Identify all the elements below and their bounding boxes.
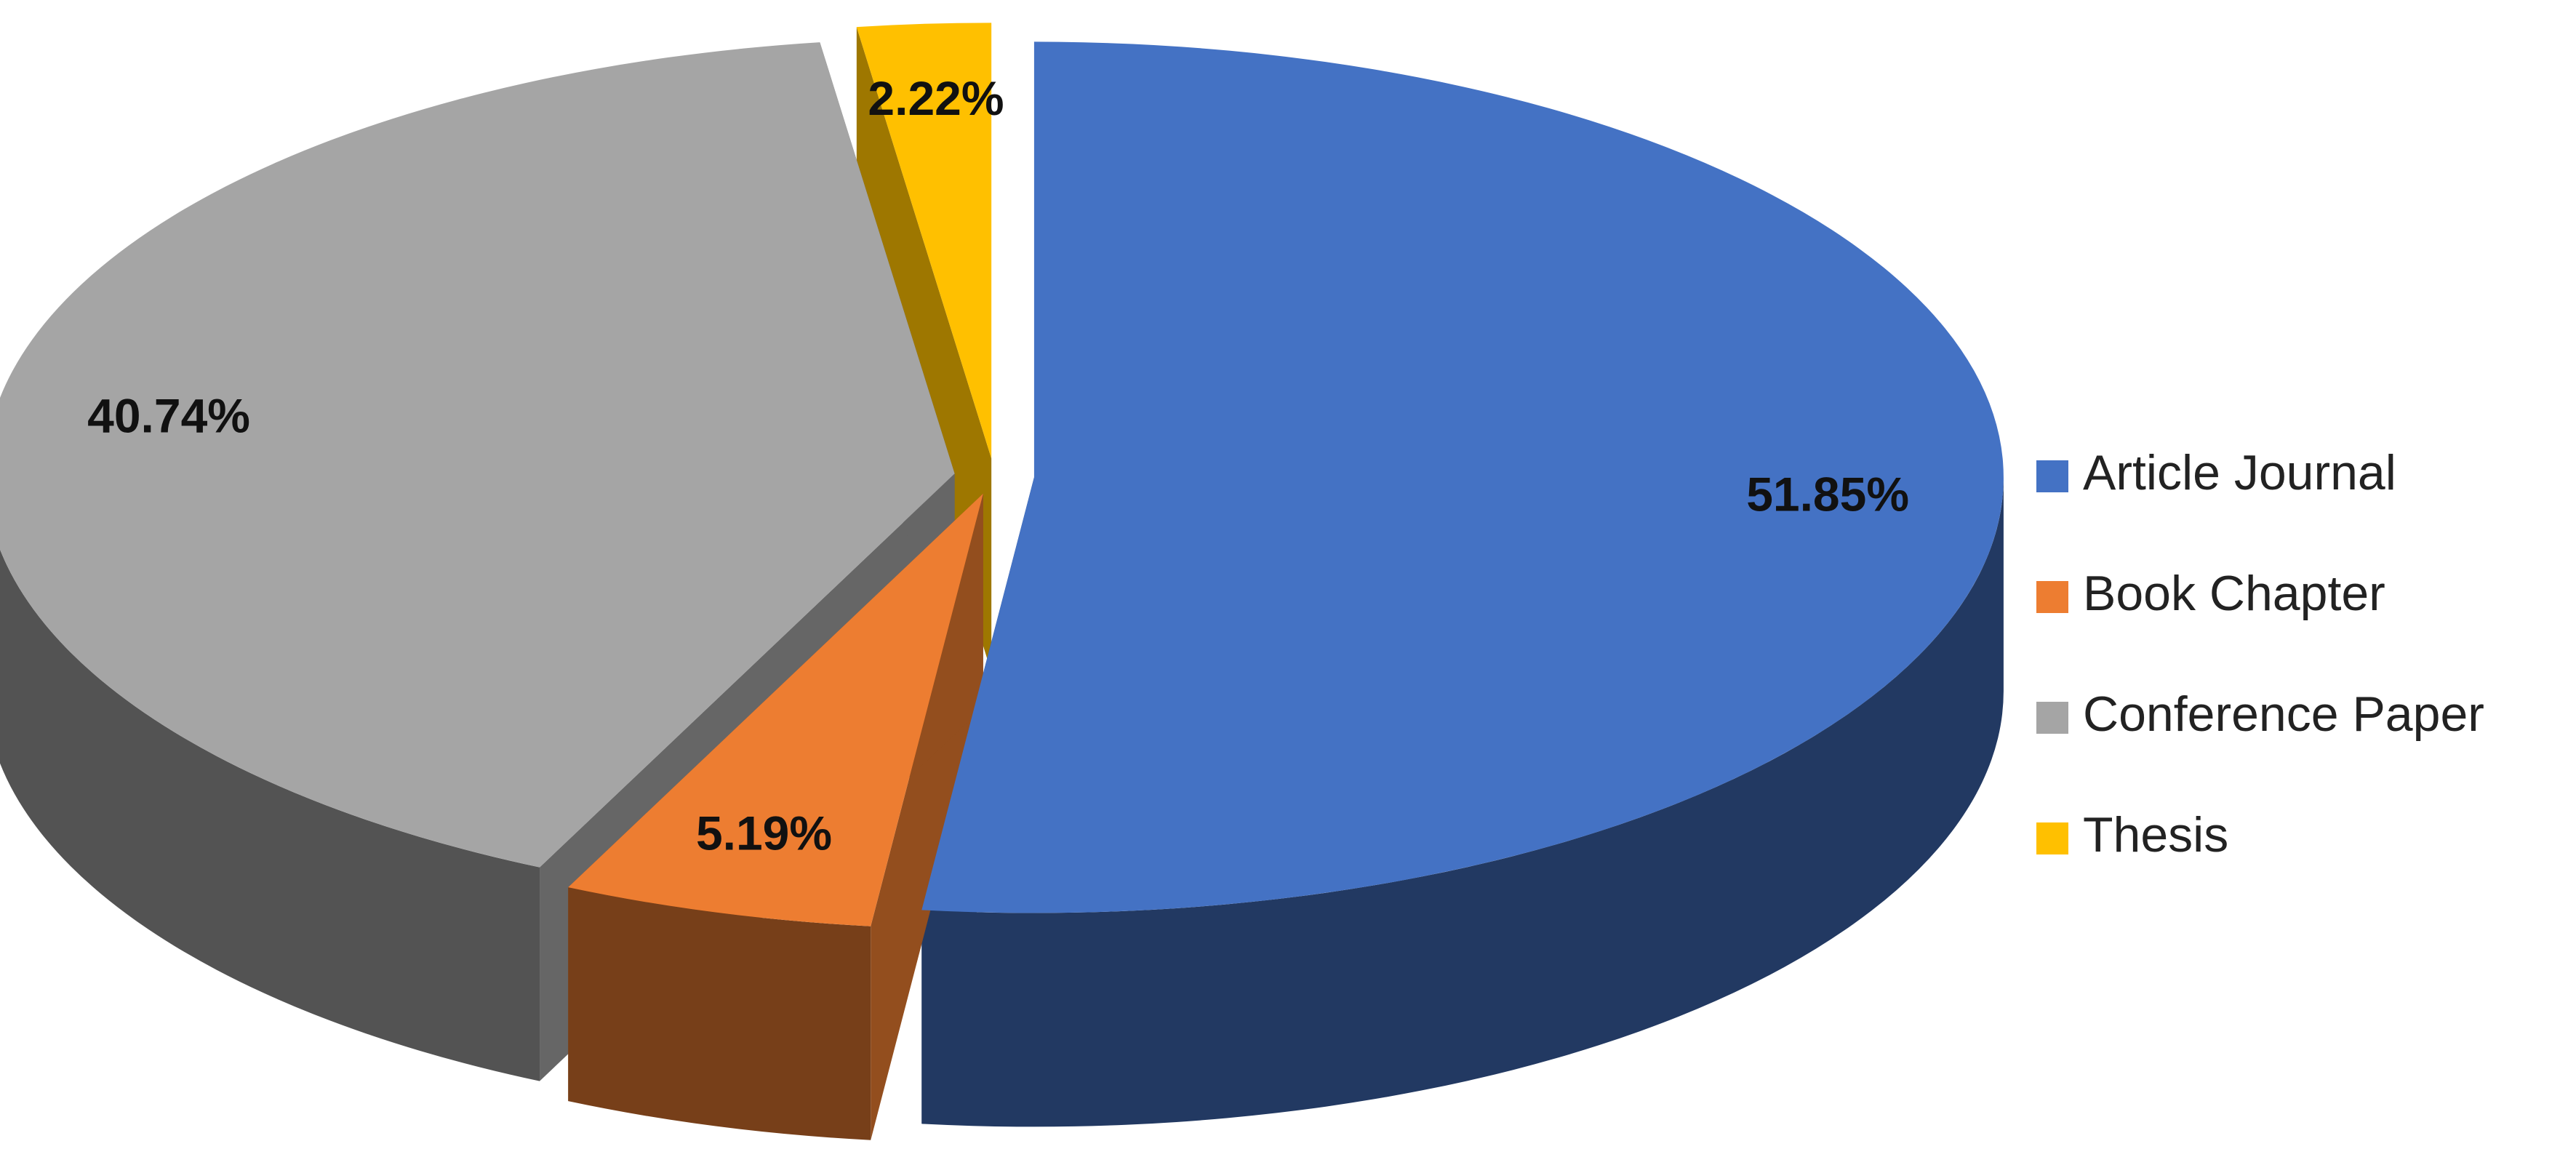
legend-label: Article Journal	[2083, 445, 2396, 500]
legend-label: Book Chapter	[2083, 566, 2385, 621]
slice	[568, 493, 983, 926]
legend-label: Thesis	[2083, 807, 2228, 862]
legend-swatch	[2036, 822, 2068, 854]
legend-label: Conference Paper	[2083, 686, 2484, 742]
slice	[921, 41, 2004, 913]
value-label: 5.19%	[696, 806, 832, 860]
value-labels: 51.85% 5.19% 40.74% 2.22%	[87, 71, 1909, 860]
legend-swatch	[2036, 581, 2068, 613]
slice-wall	[0, 549, 540, 1081]
value-label: 2.22%	[868, 71, 1004, 125]
slice-wall	[568, 887, 871, 1140]
legend-swatch	[2036, 702, 2068, 734]
legend-swatch	[2036, 460, 2068, 492]
slice	[856, 23, 992, 459]
value-label: 40.74%	[87, 389, 250, 443]
slice-wall	[921, 477, 2004, 1127]
pie-tops	[0, 23, 2004, 926]
legend: Article Journal Book Chapter Conference Pa…	[2036, 445, 2484, 862]
value-label: 51.85%	[1746, 467, 1909, 521]
slice	[0, 42, 955, 868]
slice-cut-face	[856, 27, 992, 673]
